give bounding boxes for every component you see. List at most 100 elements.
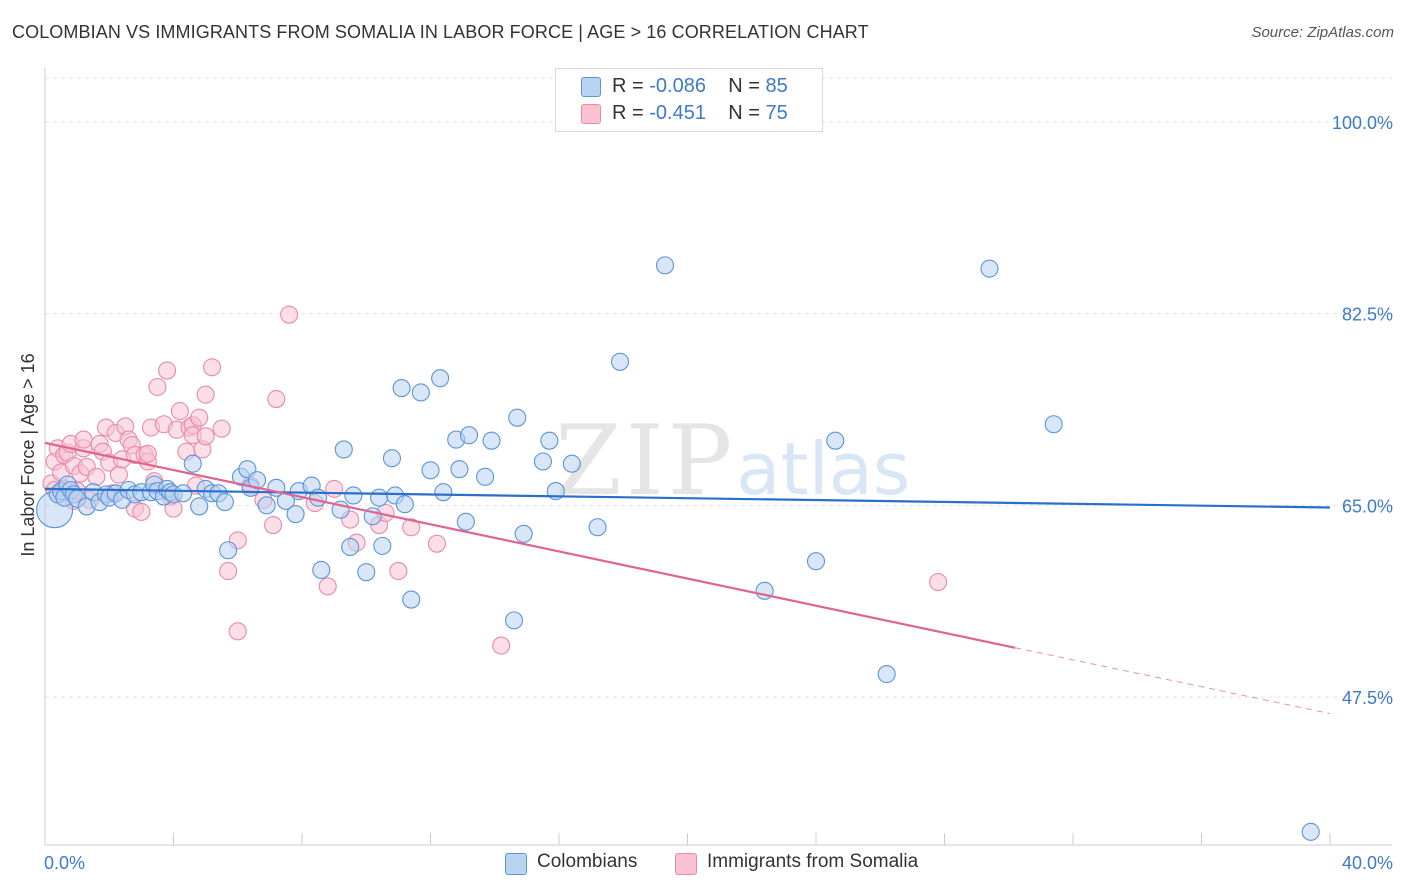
point-colombians <box>482 431 501 450</box>
legend-stats-colombians: R = -0.086 N = 85 <box>612 75 788 98</box>
point-colombians <box>312 560 331 580</box>
axes <box>44 68 1392 846</box>
n-value: 85 <box>765 75 788 97</box>
point-colombians <box>219 541 238 560</box>
point-colombians <box>215 492 234 512</box>
point-colombians <box>370 488 389 507</box>
point-somalia <box>389 562 408 581</box>
point-somalia <box>74 430 93 449</box>
point-colombians <box>344 486 363 505</box>
point-colombians <box>806 552 826 571</box>
y-axis-label: In Labor Force | Age > 16 <box>18 353 38 556</box>
point-colombians <box>395 495 414 514</box>
r-value: -0.451 <box>649 102 706 124</box>
x-tick-label: 40.0% <box>1342 853 1393 873</box>
trend-line-somalia <box>44 441 1016 649</box>
legend-swatch-blue <box>505 853 527 875</box>
grid-lines <box>45 77 1392 698</box>
point-somalia <box>219 562 238 581</box>
point-somalia <box>196 385 215 404</box>
point-colombians <box>504 611 524 630</box>
point-somalia <box>109 465 128 484</box>
legend-label-colombians: Colombians <box>537 851 638 872</box>
point-colombians <box>373 536 392 555</box>
point-colombians <box>421 461 440 480</box>
series-somalia-points <box>42 305 948 655</box>
point-colombians <box>357 563 376 582</box>
point-somalia <box>427 534 446 553</box>
point-colombians <box>411 383 430 402</box>
point-colombians <box>190 497 209 516</box>
point-colombians <box>655 256 675 275</box>
point-somalia <box>212 419 231 438</box>
point-colombians <box>476 467 495 486</box>
point-somalia <box>158 361 177 380</box>
n-label: N = <box>728 75 766 97</box>
point-somalia <box>929 572 948 592</box>
y-tick-label: 82.5% <box>1342 305 1393 325</box>
point-colombians <box>459 426 479 445</box>
r-label: R = <box>612 102 650 124</box>
legend-swatch-blue <box>581 77 601 97</box>
point-somalia <box>228 622 247 641</box>
n-label: N = <box>728 102 766 124</box>
trend-line-somalia-extrapolated <box>1015 647 1331 715</box>
point-somalia <box>280 305 299 324</box>
point-colombians <box>456 512 475 531</box>
point-colombians <box>533 452 552 471</box>
point-colombians <box>392 379 411 398</box>
legend-label-somalia: Immigrants from Somalia <box>707 851 919 872</box>
point-colombians <box>434 483 453 502</box>
point-somalia <box>267 389 286 409</box>
point-somalia <box>190 408 209 427</box>
point-somalia <box>148 377 167 397</box>
point-colombians <box>514 524 533 543</box>
legend-swatch-pink <box>675 853 697 875</box>
point-somalia <box>138 444 157 463</box>
point-colombians <box>334 440 353 459</box>
point-colombians <box>174 484 193 503</box>
watermark-atlas: atlas <box>736 427 911 511</box>
r-value: -0.086 <box>649 75 706 97</box>
y-tick-label: 100.0% <box>1332 113 1393 133</box>
point-colombians <box>183 454 202 473</box>
series-colombians-points <box>36 256 1320 841</box>
point-somalia <box>196 427 215 446</box>
point-colombians <box>286 505 305 524</box>
point-colombians <box>588 518 607 537</box>
point-somalia <box>87 467 106 486</box>
point-colombians <box>540 431 559 450</box>
r-label: R = <box>612 75 650 97</box>
point-colombians <box>431 369 450 388</box>
point-somalia <box>402 518 421 537</box>
chart-title: COLOMBIAN VS IMMIGRANTS FROM SOMALIA IN … <box>12 22 869 42</box>
point-colombians <box>402 590 421 609</box>
point-colombians <box>341 537 360 557</box>
stats-legend: R = -0.086 N = 85 R = -0.451 N = 75 <box>555 68 823 132</box>
source-label: Source: ZipAtlas.com <box>1251 24 1394 41</box>
point-colombians <box>980 259 999 278</box>
trend-line-colombians <box>44 487 1331 509</box>
point-somalia <box>264 516 283 535</box>
y-tick-label: 65.0% <box>1342 496 1393 516</box>
point-somalia <box>170 402 189 421</box>
point-colombians <box>450 460 469 479</box>
x-tick-label: 0.0% <box>44 853 85 873</box>
point-somalia <box>203 358 222 377</box>
point-somalia <box>132 502 151 521</box>
point-somalia <box>318 577 337 596</box>
point-somalia <box>492 636 511 655</box>
point-colombians <box>1044 415 1063 434</box>
tick-labels: 47.5% 65.0% 82.5% 100.0% 0.0% 40.0% <box>44 113 1393 873</box>
y-tick-label: 47.5% <box>1342 688 1393 708</box>
point-somalia <box>325 479 344 498</box>
n-value: 75 <box>765 102 788 124</box>
point-colombians <box>877 665 896 684</box>
point-colombians <box>257 496 276 515</box>
trend-lines <box>44 441 1331 715</box>
point-colombians <box>508 408 527 427</box>
legend-stats-somalia: R = -0.451 N = 75 <box>612 102 788 125</box>
point-colombians <box>610 352 630 371</box>
point-colombians <box>826 431 845 450</box>
